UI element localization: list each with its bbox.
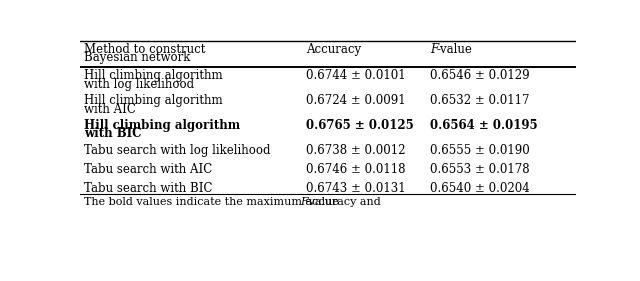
Text: -value: -value bbox=[436, 43, 472, 56]
Text: 0.6532 ± 0.0117: 0.6532 ± 0.0117 bbox=[429, 94, 529, 107]
Text: with BIC: with BIC bbox=[84, 127, 141, 140]
Text: 0.6553 ± 0.0178: 0.6553 ± 0.0178 bbox=[429, 163, 529, 176]
Text: Tabu search with log likelihood: Tabu search with log likelihood bbox=[84, 144, 271, 157]
Text: F: F bbox=[429, 43, 438, 56]
Text: F: F bbox=[300, 197, 307, 207]
Text: Method to construct: Method to construct bbox=[84, 43, 205, 56]
Text: 0.6555 ± 0.0190: 0.6555 ± 0.0190 bbox=[429, 144, 529, 157]
Text: Bayesian network: Bayesian network bbox=[84, 51, 190, 64]
Text: 0.6724 ± 0.0091: 0.6724 ± 0.0091 bbox=[306, 94, 405, 107]
Text: 0.6540 ± 0.0204: 0.6540 ± 0.0204 bbox=[429, 182, 529, 195]
Text: with log likelihood: with log likelihood bbox=[84, 78, 194, 91]
Text: 0.6738 ± 0.0012: 0.6738 ± 0.0012 bbox=[306, 144, 405, 157]
Text: The bold values indicate the maximum accuracy and: The bold values indicate the maximum acc… bbox=[84, 197, 384, 207]
Text: Hill climbing algorithm: Hill climbing algorithm bbox=[84, 94, 223, 107]
Text: 0.6546 ± 0.0129: 0.6546 ± 0.0129 bbox=[429, 69, 529, 82]
Text: 0.6746 ± 0.0118: 0.6746 ± 0.0118 bbox=[306, 163, 405, 176]
Text: 0.6744 ± 0.0101: 0.6744 ± 0.0101 bbox=[306, 69, 405, 82]
Text: Hill climbing algorithm: Hill climbing algorithm bbox=[84, 69, 223, 82]
Text: 0.6564 ± 0.0195: 0.6564 ± 0.0195 bbox=[429, 119, 538, 132]
Text: -value: -value bbox=[305, 197, 339, 207]
Text: Tabu search with AIC: Tabu search with AIC bbox=[84, 163, 212, 176]
Text: 0.6765 ± 0.0125: 0.6765 ± 0.0125 bbox=[306, 119, 413, 132]
Text: 0.6743 ± 0.0131: 0.6743 ± 0.0131 bbox=[306, 182, 405, 195]
Text: with AIC: with AIC bbox=[84, 103, 136, 115]
Text: Tabu search with BIC: Tabu search with BIC bbox=[84, 182, 212, 195]
Text: Hill climbing algorithm: Hill climbing algorithm bbox=[84, 119, 240, 132]
Text: Accuracy: Accuracy bbox=[306, 43, 361, 56]
